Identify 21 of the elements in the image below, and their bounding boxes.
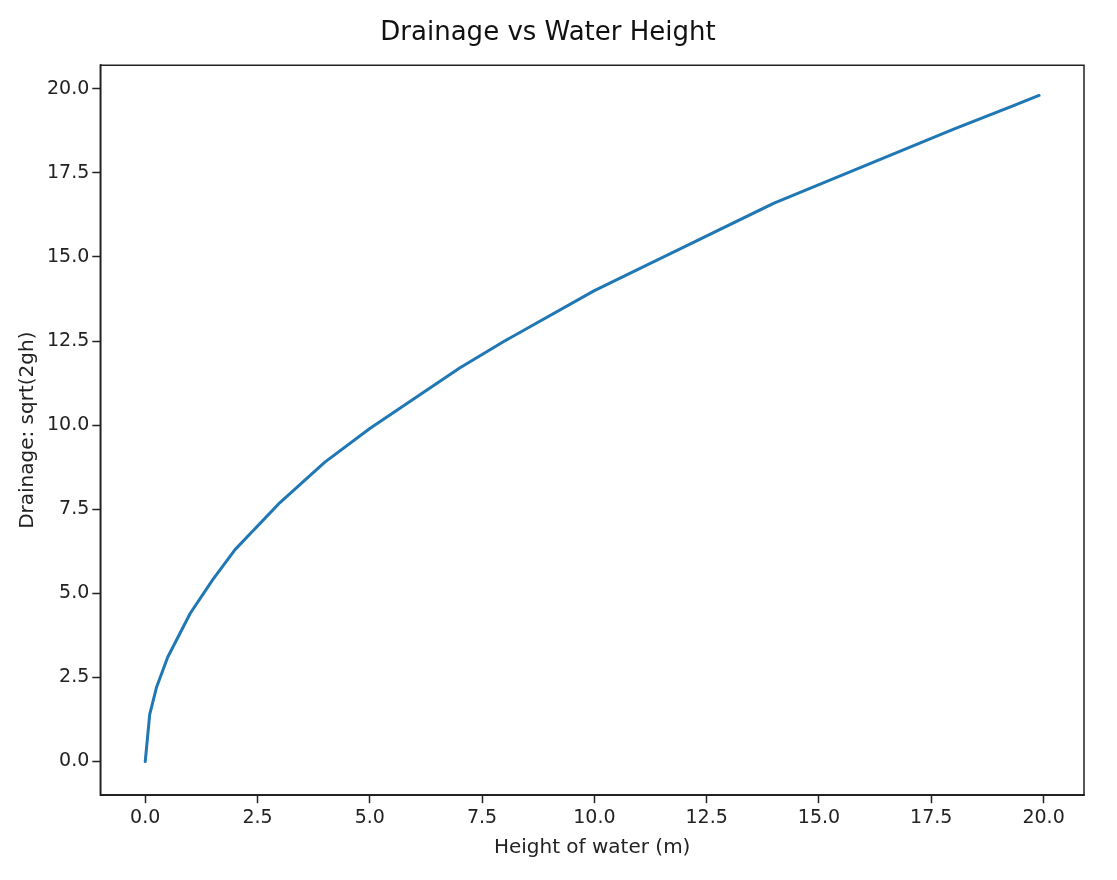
x-axis-title: Height of water (m) [493, 834, 691, 859]
y-tick-label: 17.5 [46, 159, 90, 182]
y-tick-label: 0.0 [59, 748, 90, 771]
y-tick-label: 20.0 [46, 75, 90, 98]
y-tick-label: 10.0 [46, 412, 90, 435]
x-tick-label: 2.5 [242, 804, 273, 827]
y-axis-title: Drainage: sqrt(2gh) [14, 331, 39, 529]
x-tick-label: 10.0 [573, 804, 616, 827]
y-tick-label: 12.5 [46, 327, 90, 350]
x-tick-label: 7.5 [466, 804, 498, 827]
y-tick-label: 2.5 [59, 664, 90, 687]
x-tick-label: 0.0 [130, 804, 161, 827]
x-tick-label: 12.5 [685, 804, 728, 827]
y-tick-label: 5.0 [59, 580, 90, 603]
chart-title: Drainage vs Water Height [380, 16, 716, 47]
y-tick-label: 7.5 [59, 496, 90, 519]
x-tick-label: 15.0 [797, 804, 841, 827]
y-tick-label: 15.0 [46, 243, 90, 266]
x-tick-label: 17.5 [910, 804, 953, 827]
x-tick-label: 20.0 [1022, 804, 1065, 827]
x-tick-label: 5.0 [354, 804, 385, 827]
